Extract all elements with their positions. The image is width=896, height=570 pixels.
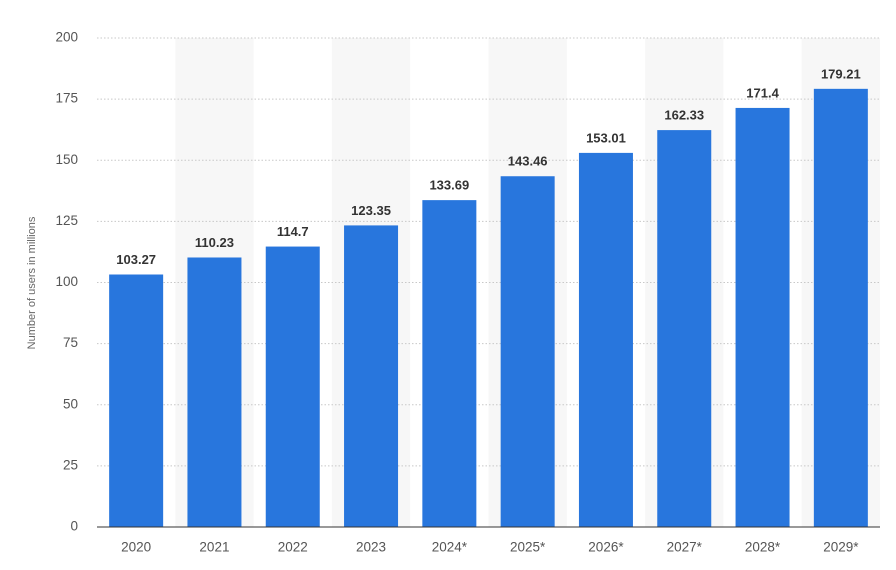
y-axis-title: Number of users in millions xyxy=(26,216,38,349)
bar xyxy=(813,88,868,528)
x-tick-label: 2023 xyxy=(356,540,386,555)
x-tick-label: 2021 xyxy=(199,540,229,555)
value-label: 114.7 xyxy=(277,224,309,239)
x-tick-label: 2022 xyxy=(278,540,308,555)
value-label: 133.69 xyxy=(429,178,469,193)
y-tick-label: 175 xyxy=(55,91,78,106)
x-tick-label: 2029* xyxy=(823,540,859,555)
x-tick-label: 2028* xyxy=(745,540,781,555)
value-label: 171.4 xyxy=(746,85,779,100)
value-label: 103.27 xyxy=(116,252,156,267)
value-label: 162.33 xyxy=(664,108,704,123)
bar xyxy=(344,225,399,528)
y-tick-label: 100 xyxy=(55,274,78,289)
y-tick-label: 75 xyxy=(63,335,78,350)
y-tick-label: 150 xyxy=(55,152,78,167)
value-label: 110.23 xyxy=(195,235,234,250)
bar xyxy=(187,257,242,527)
x-tick-label: 2025* xyxy=(510,540,546,555)
bar xyxy=(578,152,633,527)
bar xyxy=(657,130,712,527)
value-label: 143.46 xyxy=(508,154,548,169)
bar xyxy=(109,274,164,527)
value-label: 153.01 xyxy=(586,130,626,145)
value-label: 179.21 xyxy=(821,66,861,81)
bar xyxy=(735,107,790,527)
bar xyxy=(265,246,320,527)
x-tick-label: 2026* xyxy=(588,540,624,555)
bar xyxy=(500,176,555,527)
x-tick-label: 2027* xyxy=(667,540,703,555)
bar xyxy=(422,200,477,528)
y-tick-label: 200 xyxy=(55,30,78,45)
y-tick-label: 0 xyxy=(70,519,78,534)
x-tick-label: 2024* xyxy=(432,540,468,555)
y-tick-label: 125 xyxy=(55,213,78,228)
value-label: 123.35 xyxy=(351,203,391,218)
x-tick-label: 2020 xyxy=(121,540,151,555)
y-tick-label: 25 xyxy=(63,457,78,472)
y-tick-label: 50 xyxy=(63,396,78,411)
